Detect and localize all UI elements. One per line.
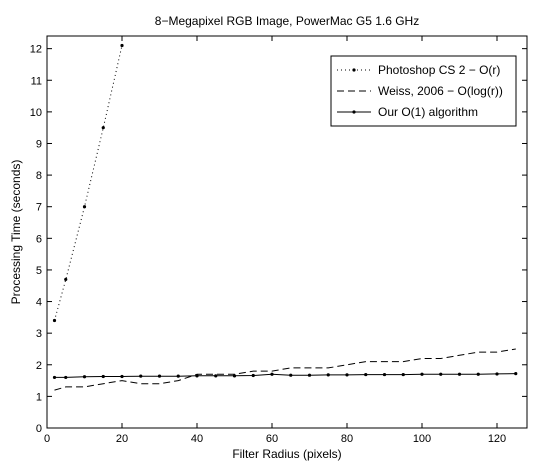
legend-label: Our O(1) algorithm xyxy=(378,105,478,119)
y-tick-label: 8 xyxy=(36,170,42,182)
x-tick-label: 40 xyxy=(191,433,203,445)
data-point xyxy=(345,373,349,377)
data-point xyxy=(120,43,124,48)
data-point xyxy=(420,372,424,376)
y-tick-label: 12 xyxy=(30,44,42,56)
y-tick-label: 1 xyxy=(36,391,42,403)
data-point xyxy=(52,375,57,380)
series-line xyxy=(54,45,123,321)
data-point xyxy=(476,372,480,376)
data-point xyxy=(157,374,162,378)
series-line xyxy=(54,373,516,378)
series-layer xyxy=(52,43,518,391)
y-tick-label: 4 xyxy=(36,297,42,309)
x-tick-label: 20 xyxy=(116,433,128,445)
data-point xyxy=(514,372,518,376)
data-point xyxy=(64,375,68,380)
data-point xyxy=(457,372,462,376)
data-point xyxy=(251,373,255,378)
data-point xyxy=(232,374,237,378)
data-point xyxy=(439,372,443,376)
data-point xyxy=(120,374,124,379)
data-point xyxy=(139,374,143,378)
data-point xyxy=(382,372,387,377)
y-tick-label: 11 xyxy=(31,75,42,87)
y-tick-label: 3 xyxy=(36,328,42,340)
data-point xyxy=(101,126,105,130)
x-axis-label: Filter Radius (pixels) xyxy=(232,447,341,461)
data-point xyxy=(495,372,499,376)
x-tick-label: 0 xyxy=(44,433,50,445)
legend-marker xyxy=(352,110,356,114)
y-axis-label: Processing Time (seconds) xyxy=(9,160,23,305)
x-tick-label: 60 xyxy=(266,433,278,445)
data-point xyxy=(52,318,57,323)
data-point xyxy=(214,374,218,378)
series-1 xyxy=(54,348,516,391)
x-tick-label: 100 xyxy=(413,433,431,445)
y-tick-label: 2 xyxy=(36,360,42,372)
legend: Photoshop CS 2 − O(r) Weiss, 2006 − O(log… xyxy=(330,55,517,127)
y-tick-label: 10 xyxy=(30,107,42,119)
x-tick-label: 120 xyxy=(488,433,506,445)
data-point xyxy=(307,373,312,377)
data-point xyxy=(82,375,87,379)
legend-label: Photoshop CS 2 − O(r) xyxy=(378,63,500,77)
data-point xyxy=(270,372,274,376)
series-line xyxy=(54,348,516,391)
y-tick-label: 5 xyxy=(36,265,42,277)
chart-title: 8−Megapixel RGB Image, PowerMac G5 1.6 G… xyxy=(155,14,419,28)
data-point xyxy=(101,374,105,379)
series-2 xyxy=(52,372,518,380)
data-point xyxy=(64,277,68,282)
data-point xyxy=(176,374,180,378)
data-point xyxy=(326,373,330,377)
data-point xyxy=(195,374,199,378)
data-point xyxy=(364,372,368,377)
legend-marker xyxy=(352,68,356,72)
y-tick-label: 6 xyxy=(36,233,42,245)
y-tick-label: 9 xyxy=(36,138,42,150)
y-tick-label: 7 xyxy=(36,202,42,214)
data-point xyxy=(401,372,405,377)
data-point xyxy=(82,205,87,209)
x-tick-label: 80 xyxy=(341,433,353,445)
y-tick-label: 0 xyxy=(36,423,42,435)
data-point xyxy=(289,373,293,377)
legend-label: Weiss, 2006 − O(log(r)) xyxy=(378,84,503,98)
series-0 xyxy=(52,43,124,323)
